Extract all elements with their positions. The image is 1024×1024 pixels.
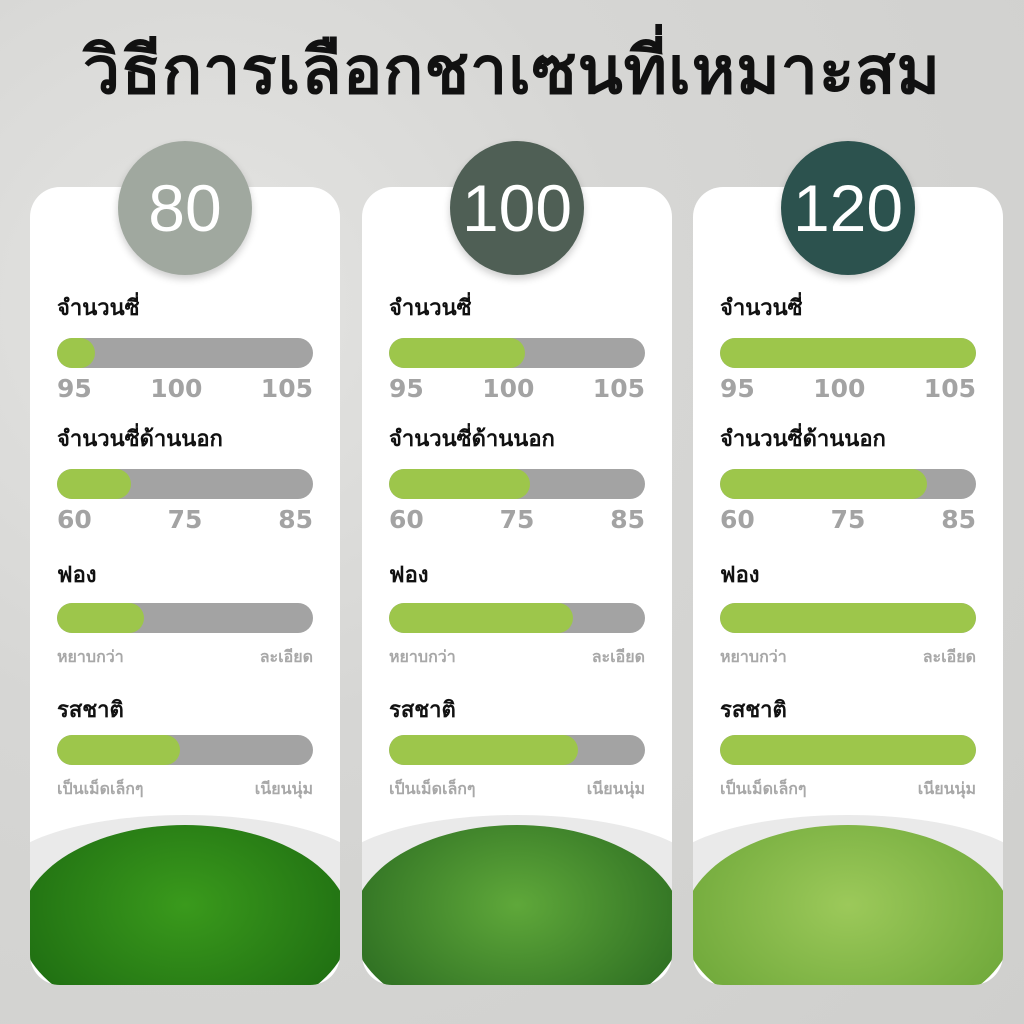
grade-card: จำนวนซี่ 95 100 105 จำนวนซี่ด้านนอก 60 75 85 ฟอง… (693, 187, 1003, 985)
metric-bar-fill (720, 603, 976, 633)
metric-label: รสชาติ (389, 698, 456, 723)
scale-tick: 60 (389, 505, 424, 534)
metric-bar (57, 469, 313, 499)
metric-bar (720, 338, 976, 368)
metric-bar-fill (720, 338, 976, 368)
matcha-surface (693, 825, 1003, 985)
scale-tick: 85 (610, 505, 645, 534)
metric-scale: 95 100 105 (57, 374, 313, 403)
grade-card: จำนวนซี่ 95 100 105 จำนวนซี่ด้านนอก 60 75 85 ฟอง… (362, 187, 672, 985)
scale-tick: 100 (482, 374, 535, 403)
metric-bar (720, 735, 976, 765)
matcha-cup-photo (30, 815, 340, 985)
metric-bar (720, 469, 976, 499)
metric-bar-fill (389, 469, 530, 499)
scale-end-label: ละเอียด (259, 647, 313, 666)
metric-bar (389, 735, 645, 765)
metric-bar (57, 338, 313, 368)
metric-scale: เป็นเม็ดเล็กๆ เนียนนุ่ม (389, 777, 645, 802)
grade-card: จำนวนซี่ 95 100 105 จำนวนซี่ด้านนอก 60 75 85 ฟอง… (30, 187, 340, 985)
scale-end-label: ละเอียด (591, 647, 645, 666)
scale-end-label: เนียนนุ่ม (254, 779, 313, 798)
metric-bar (720, 603, 976, 633)
metric-scale: 60 75 85 (57, 505, 313, 534)
metric-bar-fill (389, 735, 579, 765)
scale-tick: 85 (941, 505, 976, 534)
scale-tick: 95 (57, 374, 92, 403)
metric-bar-fill (57, 603, 145, 633)
metric-bar-fill (389, 603, 574, 633)
metric-bar (389, 469, 645, 499)
metric-bar-fill (57, 735, 180, 765)
metric-scale: 60 75 85 (389, 505, 645, 534)
scale-tick: 100 (150, 374, 203, 403)
metric-label: จำนวนซี่ด้านนอก (720, 427, 886, 452)
metric-scale: หยาบกว่า ละเอียด (389, 645, 645, 670)
scale-tick: 105 (260, 374, 313, 403)
grade-number-badge: 100 (450, 141, 584, 275)
metric-bar (57, 735, 313, 765)
metric-label: จำนวนซี่ (57, 296, 140, 321)
metric-scale: หยาบกว่า ละเอียด (57, 645, 313, 670)
grade-number-badge: 120 (781, 141, 915, 275)
grade-number-badge: 80 (118, 141, 252, 275)
scale-tick: 60 (720, 505, 755, 534)
metric-bar (57, 603, 313, 633)
scale-end-label: เป็นเม็ดเล็กๆ (389, 779, 476, 798)
metric-label: รสชาติ (57, 698, 124, 723)
metric-bar (389, 338, 645, 368)
scale-end-label: หยาบกว่า (57, 647, 124, 666)
scale-tick: 95 (720, 374, 755, 403)
metric-label: ฟอง (57, 563, 97, 588)
metric-scale: 95 100 105 (389, 374, 645, 403)
scale-tick: 95 (389, 374, 424, 403)
scale-end-label: ละเอียด (922, 647, 976, 666)
metric-scale: 95 100 105 (720, 374, 976, 403)
scale-tick: 75 (499, 505, 535, 534)
scale-end-label: หยาบกว่า (720, 647, 787, 666)
metric-label: จำนวนซี่ (389, 296, 472, 321)
scale-tick: 85 (278, 505, 313, 534)
metric-bar-fill (720, 735, 976, 765)
matcha-surface (30, 825, 340, 985)
metric-bar (389, 603, 645, 633)
scale-tick: 60 (57, 505, 92, 534)
metric-bar-fill (720, 469, 928, 499)
scale-tick: 75 (167, 505, 203, 534)
scale-tick: 105 (923, 374, 976, 403)
scale-end-label: หยาบกว่า (389, 647, 456, 666)
scale-end-label: เป็นเม็ดเล็กๆ (720, 779, 807, 798)
metric-label: จำนวนซี่ด้านนอก (57, 427, 223, 452)
matcha-cup-photo (362, 815, 672, 985)
metric-bar-fill (389, 338, 525, 368)
metric-scale: 60 75 85 (720, 505, 976, 534)
scale-tick: 75 (830, 505, 866, 534)
metric-scale: เป็นเม็ดเล็กๆ เนียนนุ่ม (720, 777, 976, 802)
metric-scale: หยาบกว่า ละเอียด (720, 645, 976, 670)
scale-tick: 105 (592, 374, 645, 403)
metric-label: ฟอง (389, 563, 429, 588)
scale-tick: 100 (813, 374, 866, 403)
matcha-surface (362, 825, 672, 985)
metric-scale: เป็นเม็ดเล็กๆ เนียนนุ่ม (57, 777, 313, 802)
metric-label: ฟอง (720, 563, 760, 588)
metric-label: รสชาติ (720, 698, 787, 723)
matcha-cup-photo (693, 815, 1003, 985)
metric-label: จำนวนซี่ (720, 296, 803, 321)
metric-label: จำนวนซี่ด้านนอก (389, 427, 555, 452)
scale-end-label: เป็นเม็ดเล็กๆ (57, 779, 144, 798)
metric-bar-fill (57, 338, 96, 368)
page-title: วิธีการเลือกชาเซนที่เหมาะสม (82, 32, 942, 109)
metric-bar-fill (57, 469, 132, 499)
scale-end-label: เนียนนุ่ม (586, 779, 645, 798)
scale-end-label: เนียนนุ่ม (917, 779, 976, 798)
